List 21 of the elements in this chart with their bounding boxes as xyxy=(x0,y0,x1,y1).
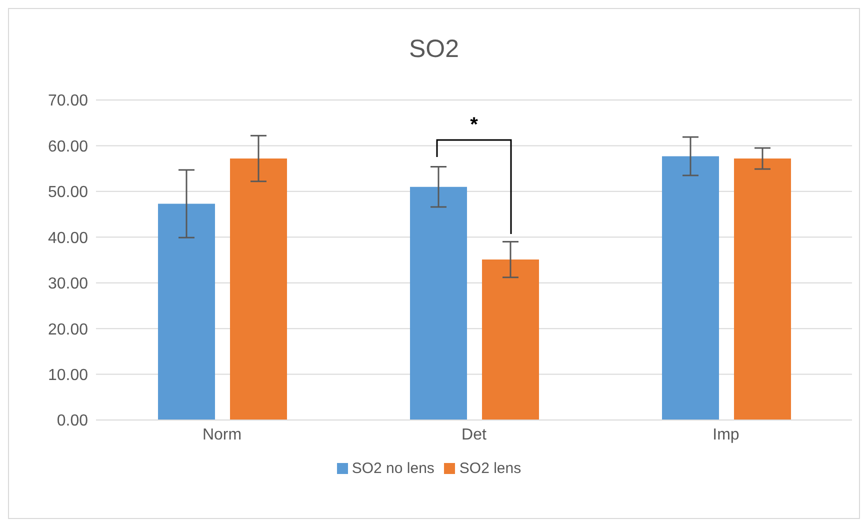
y-tick-label: 30.00 xyxy=(48,276,88,293)
chart-title: SO2 xyxy=(408,35,460,64)
y-tick-label: 40.00 xyxy=(48,230,88,247)
y-tick-label: 60.00 xyxy=(48,138,88,156)
bar xyxy=(482,260,539,420)
bar xyxy=(734,158,791,420)
annotation: * xyxy=(469,114,479,137)
legend-label: SO2 lens xyxy=(459,460,522,477)
bar xyxy=(410,186,467,420)
x-tick-label: Norm xyxy=(202,426,242,444)
bar xyxy=(662,156,719,420)
x-tick-label: Imp xyxy=(712,426,740,444)
bar xyxy=(230,158,287,420)
y-tick-label: 0.00 xyxy=(56,412,88,430)
y-tick-label: 50.00 xyxy=(48,184,88,202)
y-tick-label: 10.00 xyxy=(48,366,88,384)
legend-label: SO2 no lens xyxy=(352,460,434,477)
y-tick-label: 70.00 xyxy=(48,92,88,110)
x-tick-label: Det xyxy=(462,426,487,444)
bar xyxy=(158,204,215,420)
y-tick-label: 20.00 xyxy=(48,321,88,338)
